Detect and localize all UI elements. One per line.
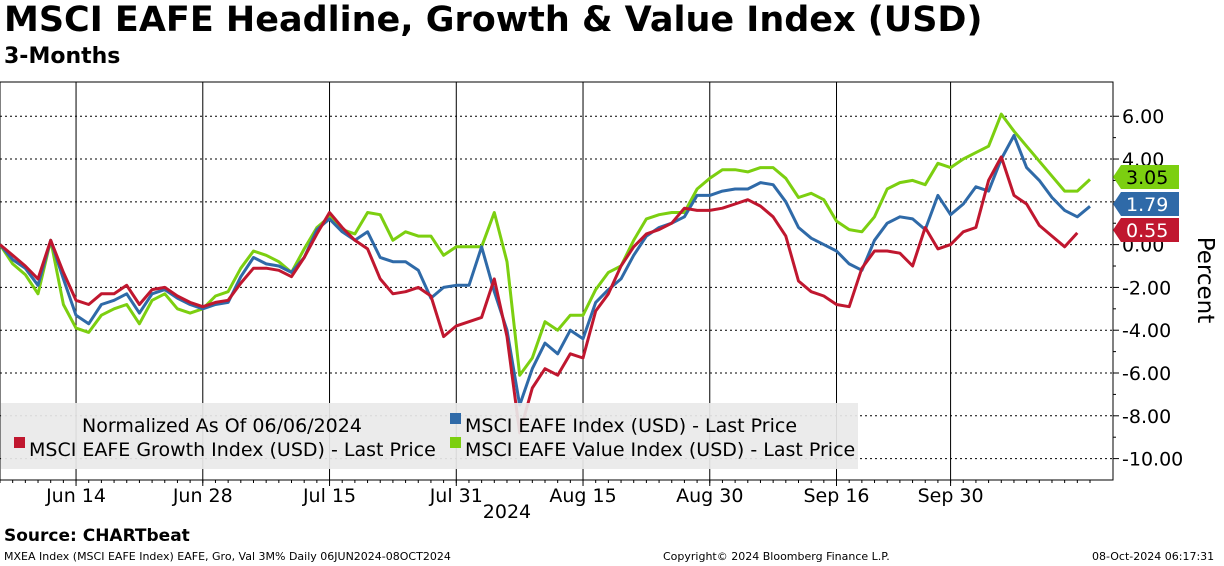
series-line-2 (0, 112, 1092, 377)
y-tick-label: -2.00 (1122, 277, 1171, 299)
last-value-label: 0.55 (1126, 220, 1168, 242)
legend-entry: MSCI EAFE Index (USD) - Last Price (465, 415, 797, 437)
series-line-1 (0, 155, 1079, 435)
chart-title: MSCI EAFE Headline, Growth & Value Index… (4, 0, 983, 40)
legend-entry: MSCI EAFE Growth Index (USD) - Last Pric… (29, 439, 436, 461)
y-tick-label: 6.00 (1122, 106, 1164, 128)
x-tick-label: Sep 16 (803, 485, 869, 507)
y-tick-label: -6.00 (1122, 363, 1171, 385)
legend-entry: MSCI EAFE Value Index (USD) - Last Price (465, 439, 855, 461)
legend-note: Normalized As Of 06/06/2024 (82, 415, 362, 437)
x-tick-label: Aug 15 (549, 485, 616, 507)
last-value-tag (1113, 192, 1179, 216)
legend-swatch (14, 437, 25, 448)
x-tick-label: Jul 15 (302, 485, 356, 507)
y-tick-label: -10.00 (1122, 449, 1183, 471)
legend-box (1, 403, 858, 469)
last-value-tag (1113, 165, 1179, 189)
x-axis-label: 2024 (483, 501, 531, 523)
x-tick-label: Jul 31 (429, 485, 483, 507)
last-value-label: 3.05 (1126, 167, 1168, 189)
chart-subtitle: 3-Months (4, 44, 121, 69)
series-line-0 (0, 134, 1091, 407)
x-tick-label: Jun 14 (45, 485, 106, 507)
last-value-label: 1.79 (1126, 194, 1168, 216)
source-note: Source: CHARTbeat (4, 526, 190, 546)
legend-swatch (450, 437, 461, 448)
legend-swatch (450, 413, 461, 424)
x-tick-label: Aug 30 (676, 485, 743, 507)
x-tick-label: Jun 28 (172, 485, 233, 507)
footer-copyright: Copyright© 2024 Bloomberg Finance L.P. (663, 550, 890, 563)
y-tick-label: -4.00 (1122, 320, 1171, 342)
footer-ticker-info: MXEA Index (MSCI EAFE Index) EAFE, Gro, … (4, 550, 451, 563)
y-axis-label: Percent (1192, 237, 1218, 324)
last-value-tag (1113, 218, 1179, 242)
x-tick-label: Sep 30 (918, 485, 984, 507)
y-tick-label: -8.00 (1122, 406, 1171, 428)
footer-timestamp: 08-Oct-2024 06:17:31 (1092, 550, 1215, 563)
